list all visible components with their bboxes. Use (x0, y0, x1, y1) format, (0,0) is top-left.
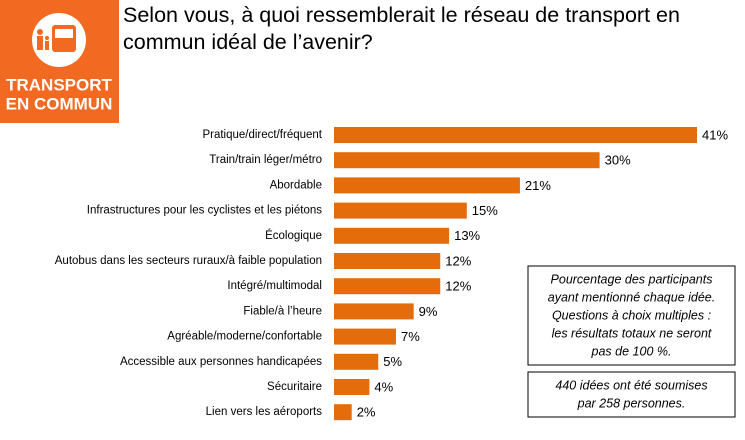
note-text: 440 idées ont été soumises (555, 378, 707, 392)
bar (334, 152, 600, 169)
bar (334, 379, 370, 395)
value-label: 9% (419, 304, 438, 319)
logo-person (45, 36, 49, 40)
bar (334, 303, 414, 320)
category-label: Sécuritaire (267, 381, 322, 393)
value-label: 21% (525, 178, 551, 193)
bar (334, 177, 520, 194)
value-label: 5% (383, 354, 402, 369)
category-label: Infrastructures pour les cyclistes et le… (87, 205, 322, 217)
value-label: 12% (445, 279, 471, 294)
category-label: Lien vers les aéroports (206, 406, 323, 418)
category-label: Agréable/moderne/confortable (167, 331, 322, 343)
note-text: les résultats totaux ne seront (552, 326, 712, 340)
note-text: par 258 personnes. (577, 396, 686, 410)
value-label: 2% (357, 405, 376, 420)
category-label: Écologique (265, 229, 322, 242)
category-label: Abordable (270, 179, 322, 191)
bar (334, 353, 379, 370)
bar (334, 127, 697, 143)
value-label: 30% (605, 153, 631, 168)
value-label: 41% (702, 127, 728, 142)
bar (334, 202, 467, 219)
value-label: 15% (472, 203, 498, 218)
category-label: Train/train léger/métro (209, 154, 322, 166)
bar (334, 253, 441, 269)
note-box (527, 371, 736, 418)
note-box (527, 265, 736, 366)
category-label: Pratique/direct/fréquent (202, 129, 322, 141)
note-text: Questions à choix multiples : (552, 308, 711, 322)
value-label: 4% (374, 379, 393, 394)
bar (334, 227, 450, 244)
bar (334, 328, 396, 345)
category-label: Autobus dans les secteurs ruraux/à faibl… (55, 255, 322, 267)
logo-bus-window (55, 29, 73, 38)
logo-person (45, 41, 49, 50)
logo-text: TRANSPORT (6, 75, 112, 94)
value-label: 7% (401, 329, 420, 344)
category-label: Fiable/à l’heure (243, 305, 322, 317)
bar (334, 278, 441, 295)
category-label: Accessible aux personnes handicapées (120, 356, 322, 368)
chart-title: Selon vous, à quoi ressemblerait le rése… (123, 3, 680, 54)
logo-person (37, 36, 43, 50)
value-label: 12% (445, 253, 471, 268)
note-text: Pourcentage des participants (551, 272, 713, 286)
logo-person (37, 29, 43, 35)
category-label: Intégré/multimodal (227, 280, 322, 292)
note-text: ayant mentionné chaque idée. (548, 290, 716, 304)
logo-text: EN COMMUN (6, 94, 113, 113)
bar (334, 404, 352, 421)
note-text: pas de 100 %. (591, 344, 672, 358)
value-label: 13% (454, 228, 480, 243)
